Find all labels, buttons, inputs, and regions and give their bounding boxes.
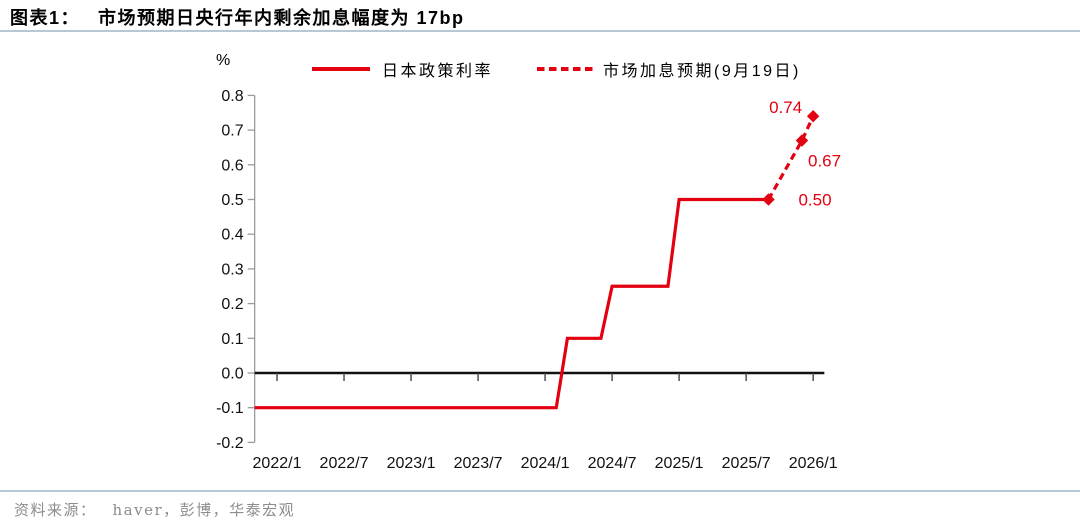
y-tick-label: 0.2 xyxy=(221,296,243,313)
y-tick-label: 0.1 xyxy=(221,331,243,348)
y-tick-label: 0.8 xyxy=(221,88,243,105)
chart-legend: 日本政策利率 市场加息预期(9月19日) xyxy=(312,62,801,80)
x-tick-label: 2026/1 xyxy=(789,455,838,472)
y-tick-label: -0.2 xyxy=(216,435,244,452)
legend-forecast-label: 市场加息预期(9月19日) xyxy=(603,62,801,80)
y-tick-label: 0.0 xyxy=(221,366,243,383)
diamond-marker xyxy=(762,193,775,206)
x-tick-label: 2024/1 xyxy=(521,455,570,472)
x-tick-label: 2025/1 xyxy=(655,455,704,472)
data-label-0.50: 0.50 xyxy=(798,191,831,210)
x-tick-label: 2024/7 xyxy=(588,455,637,472)
figure-caption-title: 市场预期日央行年内剩余加息幅度为 17bp xyxy=(98,7,465,28)
data-label-0.67: 0.67 xyxy=(808,152,841,171)
y-axis-unit-label: % xyxy=(216,52,230,69)
y-tick-label: 0.4 xyxy=(221,227,243,244)
x-tick-label: 2025/7 xyxy=(722,455,771,472)
diamond-marker xyxy=(795,134,809,147)
y-tick-label: 0.6 xyxy=(221,157,243,174)
forecast-line xyxy=(767,115,815,201)
figure-caption-label: 图表1： xyxy=(10,7,81,28)
legend-policy-rate-label: 日本政策利率 xyxy=(382,62,493,80)
figure-title-bar: 图表1： 市场预期日央行年内剩余加息幅度为 17bp xyxy=(0,0,1080,32)
source-footer: 资料来源： haver，彭博，华泰宏观 xyxy=(0,490,1080,526)
x-tick-label: 2023/1 xyxy=(387,455,436,472)
x-tick-label: 2022/7 xyxy=(320,455,369,472)
source-text: haver，彭博，华泰宏观 xyxy=(112,501,296,519)
y-tick-label: 0.5 xyxy=(221,192,243,209)
data-label-0.74: 0.74 xyxy=(769,98,802,117)
diamond-marker xyxy=(806,110,820,123)
x-tick-label: 2023/7 xyxy=(454,455,503,472)
y-tick-label: -0.1 xyxy=(216,400,244,417)
y-tick-label: 0.3 xyxy=(221,261,243,278)
source-label: 资料来源： xyxy=(14,501,97,519)
plot-area: 0.8 0.7 0.6 0.5 0.4 0.3 0.2 0.1 0.0 -0.1 -0.2 2022/… xyxy=(216,88,841,472)
x-tick-label: 2022/1 xyxy=(253,455,302,472)
y-tick-label: 0.7 xyxy=(221,123,243,140)
policy-rate-line xyxy=(254,197,769,410)
